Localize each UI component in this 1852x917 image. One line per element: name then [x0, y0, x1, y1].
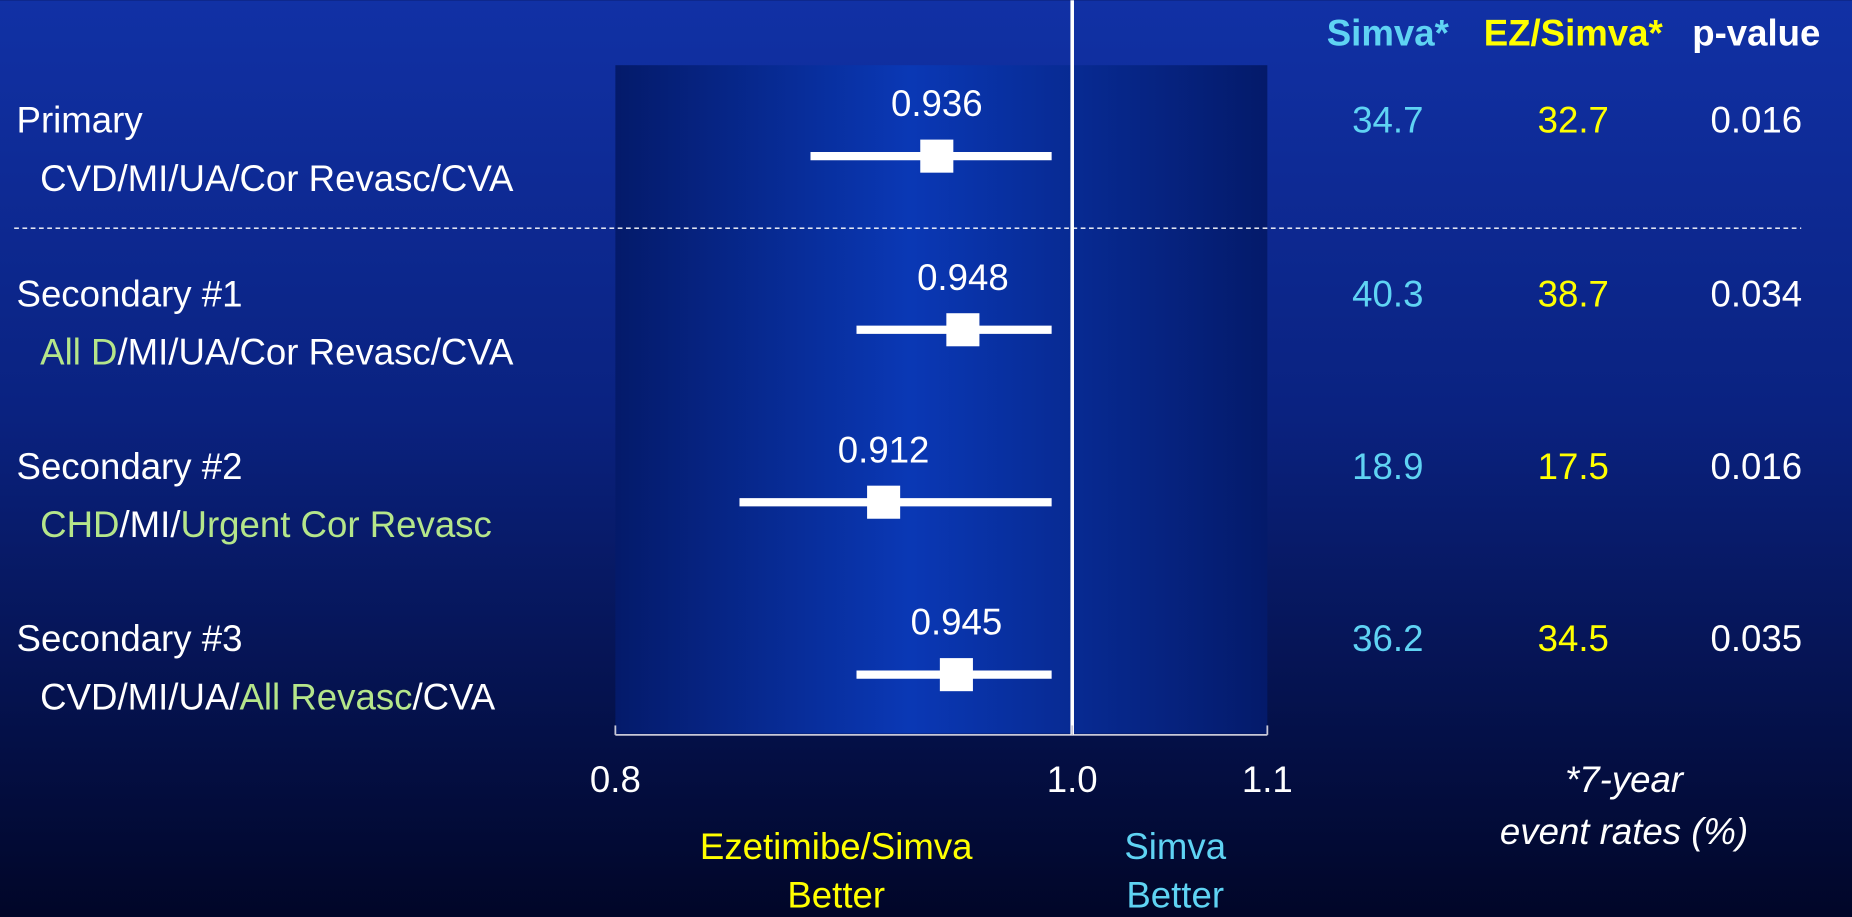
sublabel-part: /CVA [412, 676, 495, 717]
row-sublabel: CVD/MI/UA/All Revasc/CVA [40, 676, 496, 717]
row-label: Primary [17, 100, 144, 141]
table-value: 0.016 [1711, 446, 1803, 487]
sublabel-part: CHD [40, 504, 119, 545]
row-label: Secondary #3 [17, 618, 243, 659]
column-header: EZ/Simva* [1484, 12, 1664, 53]
row-sublabel: CHD/MI/Urgent Cor Revasc [40, 504, 492, 545]
column-header: p-value [1692, 12, 1820, 53]
table-value: 32.7 [1538, 100, 1609, 141]
estimate-box [939, 658, 973, 692]
column-header: Simva* [1327, 12, 1450, 53]
footnote: event rates (%) [1500, 811, 1748, 852]
x-tick-label: 1.0 [1047, 759, 1098, 800]
x-tick-label: 0.8 [590, 759, 641, 800]
sublabel-part: All Revasc [240, 676, 413, 717]
direction-label: Ezetimibe/Simva [700, 826, 973, 867]
row-sublabel: All D/MI/UA/Cor Revasc/CVA [40, 331, 514, 372]
estimate-box [867, 485, 901, 519]
table-value: 0.016 [1711, 100, 1803, 141]
table-value: 36.2 [1352, 618, 1423, 659]
estimate-box [946, 313, 980, 347]
row-sublabel: CVD/MI/UA/Cor Revasc/CVA [40, 158, 514, 199]
estimate-box [920, 139, 954, 173]
value-label: 0.912 [838, 429, 930, 470]
sublabel-part: /MI/ [119, 504, 181, 545]
table-value: 40.3 [1352, 273, 1423, 314]
table-value: 34.7 [1352, 100, 1423, 141]
plot-panel [615, 65, 1268, 734]
row-label: Secondary #1 [17, 273, 243, 314]
table-value: 38.7 [1538, 273, 1609, 314]
direction-label: Better [1126, 875, 1224, 916]
sublabel-part: CVD/MI/UA/Cor Revasc/CVA [40, 158, 514, 199]
x-tick-label: 1.1 [1242, 759, 1293, 800]
table-value: 34.5 [1538, 618, 1609, 659]
sublabel-part: Urgent Cor Revasc [181, 504, 492, 545]
value-label: 0.936 [891, 83, 983, 124]
value-label: 0.945 [911, 602, 1003, 643]
sublabel-part: All D [40, 331, 117, 372]
table-value: 18.9 [1352, 446, 1423, 487]
direction-label: Simva [1124, 826, 1226, 867]
footnote: *7-year [1565, 759, 1685, 800]
value-label: 0.948 [917, 257, 1009, 298]
sublabel-part: /MI/UA/Cor Revasc/CVA [117, 331, 514, 372]
table-value: 0.034 [1711, 273, 1803, 314]
table-value: 17.5 [1538, 446, 1609, 487]
sublabel-part: CVD/MI/UA/ [40, 676, 240, 717]
table-value: 0.035 [1711, 618, 1803, 659]
direction-label: Better [787, 875, 885, 916]
row-label: Secondary #2 [17, 446, 243, 487]
